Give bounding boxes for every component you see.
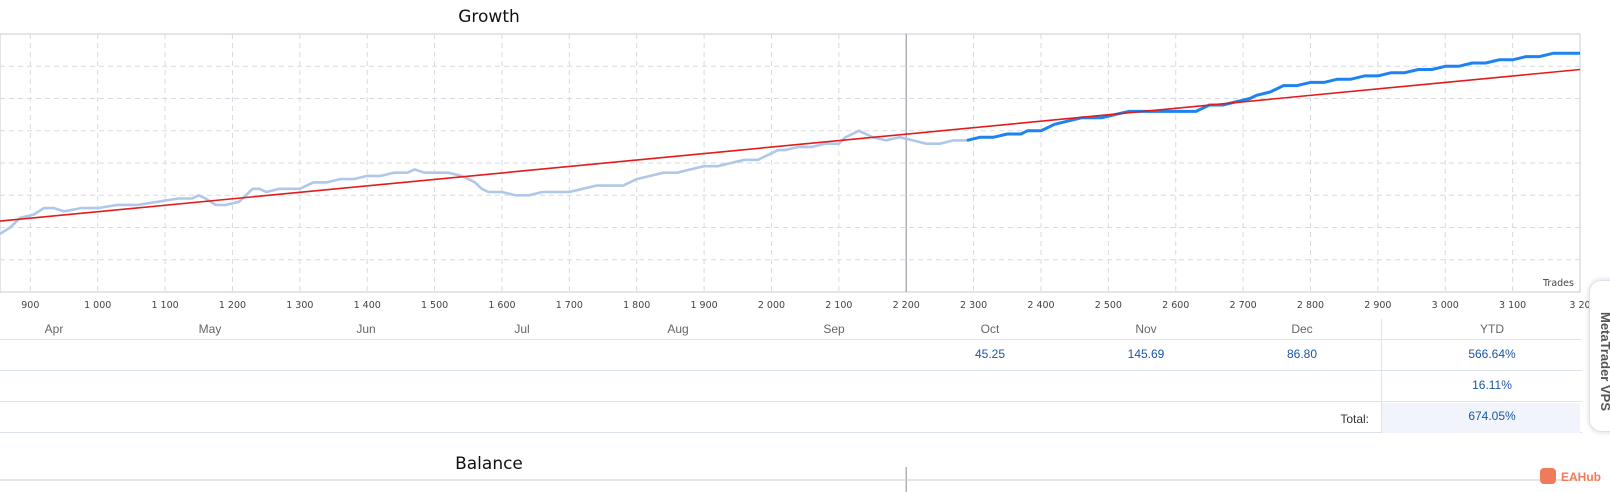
x-tick-label: 2 900 — [1364, 300, 1391, 311]
total-label: Total: — [1340, 412, 1369, 426]
x-tick-label: 2 600 — [1162, 300, 1189, 311]
x-tick-label: 1 800 — [623, 300, 650, 311]
total-cell-background — [1382, 403, 1580, 433]
metatrader-vps-label[interactable]: MetaTrader VPS — [1598, 312, 1610, 411]
row2-ytd-value: 16.11% — [1472, 378, 1512, 392]
x-tick-label: 1 200 — [219, 300, 246, 311]
month-may: May — [198, 322, 222, 336]
row1-nov-value: 145.69 — [1127, 347, 1165, 361]
x-tick-label: 2 700 — [1230, 300, 1257, 311]
series-trend-line — [0, 68, 1581, 222]
x-tick-label: 1 100 — [151, 300, 178, 311]
x-tick-label: 2 200 — [893, 300, 920, 311]
ytd-header: YTD — [1480, 322, 1504, 336]
x-tick-label: 1 500 — [421, 300, 448, 311]
x-tick-label: 900 — [21, 300, 39, 311]
x-tick-label: 2 800 — [1297, 300, 1324, 311]
x-tick-label: 3 000 — [1432, 300, 1459, 311]
month-dec: Dec — [1291, 322, 1313, 336]
balance-title: Balance — [455, 454, 523, 474]
month-oct: Oct — [980, 322, 1000, 336]
x-tick-label: 1 000 — [84, 300, 111, 311]
row-divider — [0, 339, 1582, 340]
x-tick-label: 1 400 — [354, 300, 381, 311]
row-divider — [0, 401, 1582, 402]
eahub-logo-icon — [1540, 468, 1556, 484]
series-recent-line — [966, 51, 1580, 142]
x-tick-label: 2 500 — [1095, 300, 1122, 311]
x-axis-label: Trades — [1542, 278, 1574, 289]
month-aug: Aug — [667, 322, 689, 336]
x-tick-label: 2 100 — [825, 300, 852, 311]
month-jul: Jul — [514, 322, 530, 336]
x-tick-label: 3 100 — [1499, 300, 1526, 311]
row-divider — [0, 432, 1582, 433]
month-nov: Nov — [1135, 322, 1157, 336]
month-jun: Jun — [356, 322, 376, 336]
row1-ytd-value: 566.64% — [1468, 347, 1516, 361]
month-apr: Apr — [44, 322, 64, 336]
ytd-column — [1381, 319, 1581, 433]
total-value: 674.05% — [1468, 409, 1516, 423]
row1-dec-value: 86.80 — [1286, 347, 1318, 361]
x-tick-label: 2 400 — [1027, 300, 1054, 311]
series-history-line — [0, 129, 967, 235]
growth-title: Growth — [458, 7, 520, 27]
x-tick-label: 3 20 — [1569, 300, 1590, 311]
x-tick-label: 1 700 — [556, 300, 583, 311]
x-tick-label: 1 300 — [286, 300, 313, 311]
x-tick-label: 2 300 — [960, 300, 987, 311]
row-divider — [0, 370, 1582, 371]
row1-oct-value: 45.25 — [974, 347, 1006, 361]
x-tick-label: 2 000 — [758, 300, 785, 311]
watermark-text: EAHub — [1561, 470, 1601, 484]
x-tick-label: 1 900 — [690, 300, 717, 311]
x-tick-label: 1 600 — [488, 300, 515, 311]
month-sep: Sep — [823, 322, 845, 336]
metatrader-vps-tab[interactable] — [1589, 280, 1610, 432]
